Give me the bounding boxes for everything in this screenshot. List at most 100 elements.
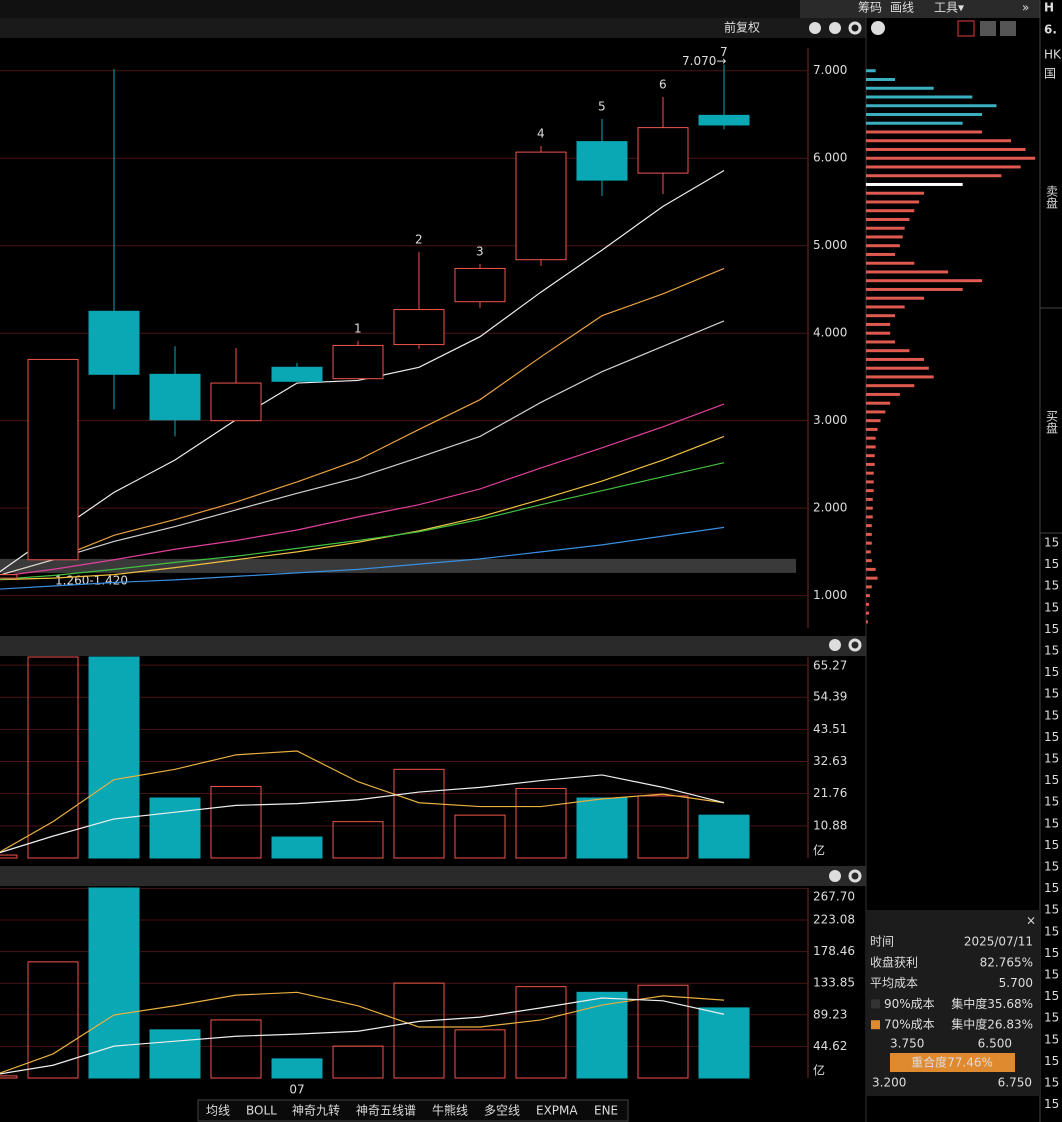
row-code: 15	[1044, 579, 1059, 593]
volume-bar	[454, 814, 506, 859]
nine-turn-label: 1	[354, 322, 362, 336]
settings-icon[interactable]	[848, 21, 862, 35]
edge-text: 国	[1044, 67, 1056, 81]
close-icon[interactable]	[829, 639, 841, 651]
row-code: 15	[1044, 752, 1059, 766]
row-code: 15	[1044, 600, 1059, 614]
side-label: 卖盘	[1045, 185, 1059, 209]
chip-bar	[866, 594, 870, 598]
volume-bar	[88, 656, 140, 859]
x-tick-label: 07	[289, 1083, 304, 1097]
chip-bar	[866, 244, 900, 248]
chip-bar	[866, 515, 873, 519]
close-icon[interactable]	[829, 870, 841, 882]
volume-ma-line	[0, 997, 725, 1075]
range-low: 3.200	[872, 1076, 906, 1090]
info-label: 90%成本	[884, 997, 935, 1011]
volume-bar	[88, 887, 140, 1079]
edge-text: H	[1044, 1, 1054, 15]
zoom-out-icon[interactable]	[829, 22, 841, 34]
chip-bar	[866, 480, 874, 484]
y-tick-label: 3.000	[813, 413, 847, 427]
panel-icons[interactable]	[809, 20, 1016, 883]
panel-header	[0, 866, 866, 886]
volume-bar	[271, 1058, 323, 1079]
row-code: 15	[1044, 816, 1059, 830]
view-icon[interactable]	[1000, 21, 1016, 36]
chip-bar	[866, 104, 997, 108]
chip-bar	[866, 357, 924, 361]
info-label: 平均成本	[870, 976, 918, 990]
nine-turn-label: 4	[537, 126, 545, 140]
y-tick-label: 89.23	[813, 1007, 847, 1021]
indicator-tab[interactable]: 神奇九转	[292, 1103, 340, 1118]
y-tick-label: 32.63	[813, 754, 847, 768]
range-high: 6.500	[978, 1037, 1012, 1051]
indicator-tab[interactable]: EXPMA	[536, 1104, 578, 1118]
candle-body	[637, 127, 689, 174]
edge-text: 6.	[1044, 23, 1057, 37]
y-tick-label: 65.27	[813, 659, 847, 673]
candle-body	[0, 574, 18, 579]
volume-bar	[393, 982, 445, 1079]
info-label: 收盘获利	[870, 954, 918, 969]
settings-icon[interactable]	[848, 869, 862, 883]
zoom-in-icon[interactable]	[809, 22, 821, 34]
menu-item: 筹码	[858, 1, 882, 15]
indicator-tab[interactable]: ENE	[594, 1104, 618, 1118]
candle-body	[454, 267, 506, 303]
candle-body	[88, 310, 140, 375]
chart-toolbar	[0, 18, 866, 38]
candle-body	[393, 309, 445, 346]
y-tick-label: 7.000	[813, 63, 847, 77]
candle-body	[149, 373, 201, 421]
row-code: 15	[1044, 989, 1059, 1003]
candle-body	[698, 114, 750, 126]
view-icon[interactable]	[957, 20, 975, 37]
volume-bar	[27, 961, 79, 1079]
chip-bar	[866, 559, 872, 563]
volume-bar	[27, 656, 79, 859]
y-tick-label: 4.000	[813, 326, 847, 340]
indicator-tab[interactable]: 牛熊线	[432, 1103, 468, 1118]
indicator-tab[interactable]: 均线	[206, 1104, 230, 1118]
chip-bar	[866, 471, 874, 475]
view-icon[interactable]	[980, 21, 996, 36]
ma-line	[0, 320, 725, 576]
chip-bar	[866, 550, 871, 554]
help-icon[interactable]	[871, 21, 885, 35]
chip-bar	[866, 541, 872, 545]
chip-bar	[866, 349, 910, 353]
row-code: 15	[1044, 1054, 1059, 1068]
row-code: 15	[1044, 1032, 1059, 1046]
info-close: ×	[1026, 914, 1036, 928]
chip-bar	[866, 235, 903, 239]
indicator-tab[interactable]: 神奇五线谱	[356, 1104, 416, 1118]
y-tick-label: 43.51	[813, 722, 847, 736]
indicator-tab[interactable]: 多空线	[484, 1104, 520, 1118]
row-code: 15	[1044, 644, 1059, 658]
row-code: 15	[1044, 968, 1059, 982]
unit-label: 亿	[813, 1063, 825, 1078]
volume-bar	[271, 836, 323, 859]
chip-bar	[866, 95, 973, 99]
chip-bar	[866, 384, 915, 388]
chip-bar	[866, 270, 949, 274]
nine-turn-label: 5	[598, 99, 606, 113]
ma-line	[0, 462, 725, 580]
chip-bar	[866, 419, 881, 423]
indicator-tab[interactable]: BOLL	[246, 1104, 277, 1118]
y-tick-label: 54.39	[813, 690, 847, 704]
volume-bar	[637, 984, 689, 1079]
y-tick-label: 44.62	[813, 1039, 847, 1053]
legend-swatch	[871, 999, 880, 1009]
settings-icon[interactable]	[848, 638, 862, 652]
nine-turn-label: 2	[415, 232, 423, 246]
chip-bar	[866, 532, 872, 536]
row-code: 15	[1044, 622, 1059, 636]
ma-line	[0, 403, 725, 577]
chip-bar	[866, 611, 869, 615]
side-label: 买盘	[1045, 410, 1059, 434]
